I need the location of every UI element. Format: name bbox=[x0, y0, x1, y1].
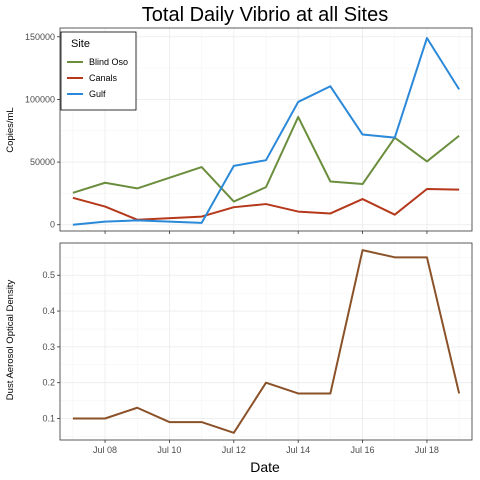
series-line-dust-aod bbox=[72, 249, 461, 434]
panel-border bbox=[59, 242, 473, 441]
y-tick-label: 50000 bbox=[30, 157, 55, 167]
y-tick-label: 0 bbox=[50, 220, 55, 230]
y-tick-label: 0.2 bbox=[42, 378, 55, 388]
y-tick-label: 150000 bbox=[25, 32, 55, 42]
x-axis-title: Date bbox=[250, 459, 280, 475]
legend-label: Blind Oso bbox=[89, 57, 128, 67]
bottom-y-axis-title: Dust Aerosol Optical Density bbox=[5, 280, 16, 401]
y-tick-label: 0.5 bbox=[42, 270, 55, 280]
x-tick-label: Jul 08 bbox=[93, 445, 117, 455]
y-tick-label: 100000 bbox=[25, 94, 55, 104]
series-line-gulf bbox=[72, 37, 460, 226]
top-y-axis-title: Copies/mL bbox=[5, 107, 16, 152]
x-tick-label: Jul 10 bbox=[157, 445, 181, 455]
panel-border bbox=[59, 27, 473, 232]
x-tick-label: Jul 18 bbox=[415, 445, 439, 455]
x-tick-label: Jul 14 bbox=[286, 445, 310, 455]
series-line-blind-oso bbox=[72, 115, 460, 203]
y-tick-label: 0.3 bbox=[42, 342, 55, 352]
bottom-panel: 0.1 0.2 0.3 0.4 0.5 Jul 08 Jul 10 Jul 12 Jul 14 J… bbox=[42, 242, 473, 455]
legend-label: Canals bbox=[89, 73, 118, 83]
top-panel: 0 50000 100000 150000 bbox=[25, 27, 473, 234]
legend-box bbox=[60, 31, 137, 111]
legend: Site Blind Oso Canals Gulf bbox=[60, 31, 137, 111]
y-tick-label: 0.4 bbox=[42, 306, 55, 316]
legend-label: Gulf bbox=[89, 89, 106, 99]
y-tick-label: 0.1 bbox=[42, 414, 55, 424]
legend-title: Site bbox=[71, 38, 90, 50]
x-tick-label: Jul 16 bbox=[351, 445, 375, 455]
x-tick-label: Jul 12 bbox=[222, 445, 246, 455]
chart-title: Total Daily Vibrio at all Sites bbox=[142, 4, 388, 26]
series-line-canals bbox=[72, 188, 460, 221]
